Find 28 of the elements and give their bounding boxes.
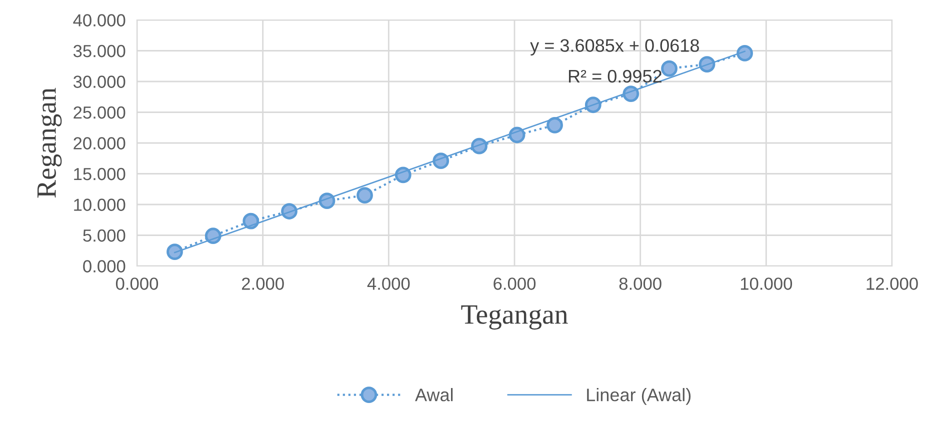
point <box>166 244 183 260</box>
y-tick-label: 5.000 <box>83 229 126 242</box>
y-tick-label: 40.000 <box>73 14 126 26</box>
x-tick-label: 2.000 <box>242 278 284 290</box>
legend-label: Linear (Awal) <box>587 388 691 405</box>
y-tick-label: 0.000 <box>83 260 126 272</box>
point <box>356 187 373 204</box>
y-tick-label: 30.000 <box>73 76 126 88</box>
x-tick-label: 6.000 <box>494 278 536 290</box>
x-tick-label: 12.000 <box>866 278 918 290</box>
y-tick-label: 15.000 <box>74 168 126 180</box>
y-axis-title: Regangan <box>38 88 62 198</box>
x-tick-label: 0.000 <box>116 278 158 290</box>
x-tick-label: 8.000 <box>619 278 662 290</box>
point <box>242 212 260 230</box>
y-tick-label: 35.000 <box>73 44 126 58</box>
x-axis-title: Tegangan <box>461 305 568 330</box>
x-tick-label: 4.000 <box>367 278 410 290</box>
y-tick-label: 20.000 <box>74 137 126 150</box>
legend-label: Awal <box>415 388 453 402</box>
y-tick-label: 25.000 <box>74 106 126 119</box>
point <box>661 60 678 77</box>
point <box>736 45 753 62</box>
annotation: y = 3.6085x + 0.0618 <box>530 39 699 56</box>
point <box>546 116 563 134</box>
y-tick-label: 10.000 <box>74 198 126 211</box>
x-tick-label: 10.000 <box>740 278 792 290</box>
annotation: R² = 0.9952 <box>568 70 662 83</box>
